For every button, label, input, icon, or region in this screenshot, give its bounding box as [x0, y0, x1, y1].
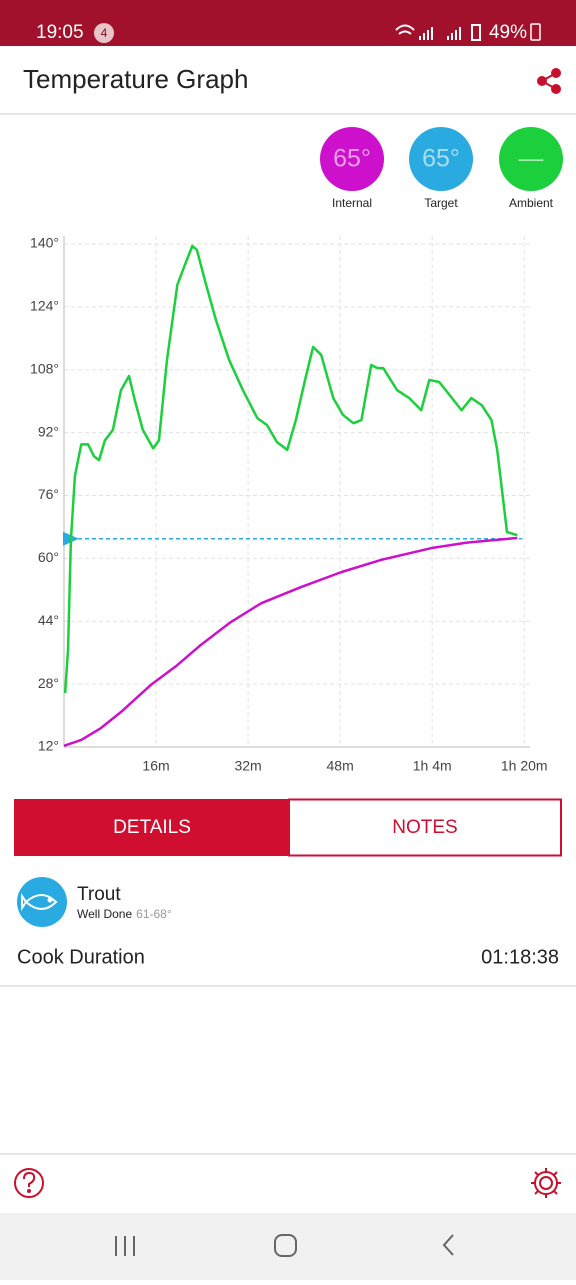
- series-line: [63, 536, 518, 748]
- battery-icon: [530, 23, 541, 41]
- legend-label: Target: [424, 196, 458, 210]
- legend-reading: 65°: [422, 145, 460, 173]
- details-tab-label[interactable]: DETAILS: [113, 817, 191, 838]
- duration-value: 01:18:38: [481, 946, 559, 968]
- settings-button[interactable]: [531, 1168, 561, 1198]
- fish-icon: [17, 877, 67, 927]
- doneness-label: Well Done: [77, 907, 132, 921]
- legend-label: Internal: [332, 196, 372, 210]
- doneness: Well Done 61-68°: [77, 907, 172, 921]
- x-tick-label: 48m: [327, 758, 354, 774]
- details-tab[interactable]: [14, 799, 289, 856]
- doneness-range: 61-68°: [136, 907, 172, 921]
- x-tick-label: 32m: [234, 758, 261, 774]
- legend-reading: —: [519, 145, 544, 173]
- x-tick-label: 16m: [142, 758, 169, 774]
- legend-swatch: [499, 127, 563, 191]
- nav-icons[interactable]: [115, 1234, 454, 1257]
- notification-count: 4: [101, 26, 108, 40]
- y-tick-label: 44°: [38, 612, 59, 628]
- notes-tab[interactable]: [288, 798, 562, 857]
- series-line: [63, 244, 518, 694]
- chart: 65° Internal 65° Target — Ambient 12° 28° 44° 60°…: [30, 127, 563, 774]
- duration-label: Cook Duration: [17, 946, 145, 968]
- y-tick-label: 28°: [38, 675, 59, 691]
- y-tick-label: 140°: [30, 235, 59, 251]
- legend-label: Ambient: [509, 196, 554, 210]
- food-name: Trout: [77, 884, 121, 905]
- y-tick-label: 76°: [38, 486, 59, 502]
- notification-badge: [94, 23, 114, 43]
- fish-shape: [21, 892, 58, 912]
- status-time: 19:05: [36, 22, 84, 43]
- battery-percent: 49%: [489, 22, 527, 43]
- y-tick-label: 124°: [30, 298, 59, 314]
- y-tick-label: 108°: [30, 360, 59, 376]
- page-title: Temperature Graph: [23, 64, 248, 94]
- y-tick-label: 12°: [38, 738, 59, 754]
- x-tick-label: 1h 20m: [501, 758, 548, 774]
- x-tick-label: 1h 4m: [413, 758, 452, 774]
- y-tick-label: 60°: [38, 549, 59, 565]
- nav-bar: [0, 1213, 576, 1280]
- status-icons: [395, 24, 481, 41]
- legend-reading: 65°: [333, 145, 371, 173]
- share-button[interactable]: [537, 68, 561, 94]
- y-tick-label: 92°: [38, 423, 59, 439]
- legend-swatch: [320, 127, 384, 191]
- notes-tab-label[interactable]: NOTES: [392, 817, 457, 838]
- help-button[interactable]: [14, 1168, 44, 1198]
- legend-swatch: [409, 127, 473, 191]
